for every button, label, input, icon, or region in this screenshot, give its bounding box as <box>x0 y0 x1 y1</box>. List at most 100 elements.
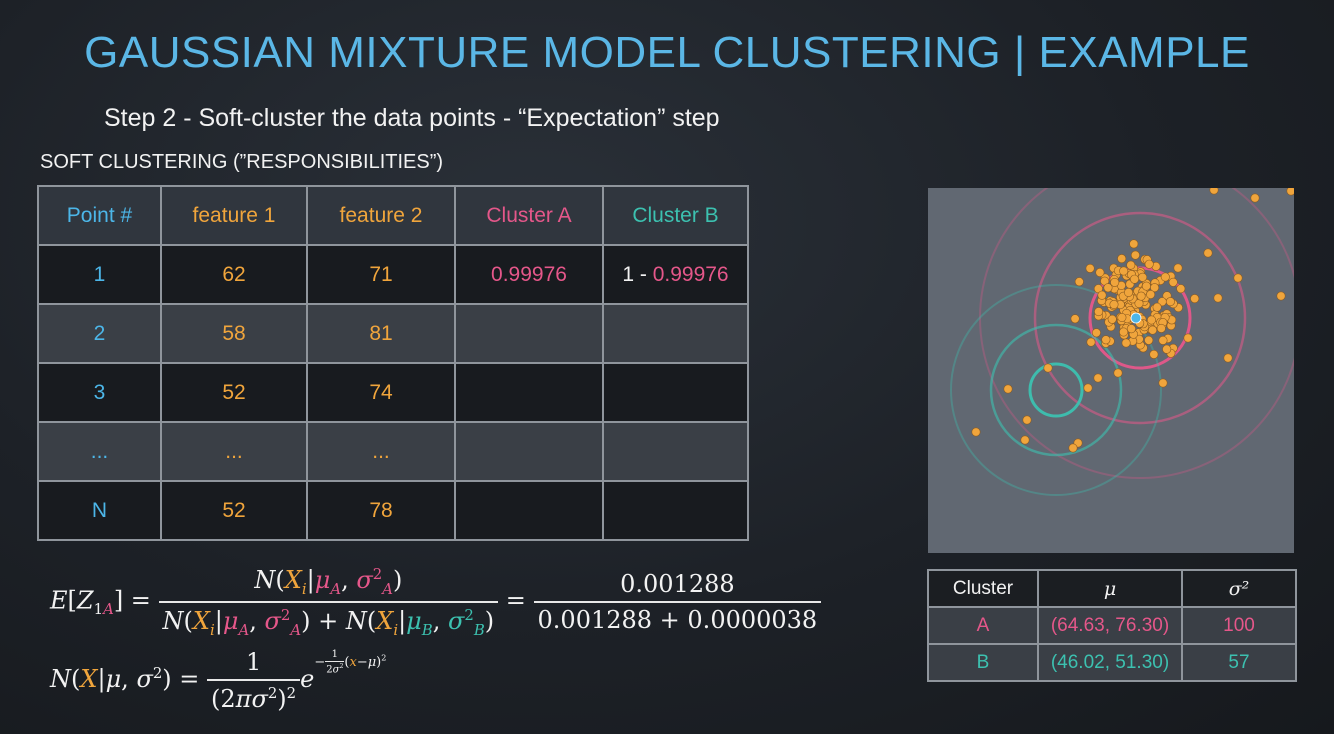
density-fraction: 1 (2πσ2)2 <box>207 648 301 713</box>
data-point <box>1176 284 1186 294</box>
step-heading: Step 2 - Soft-cluster the data points - … <box>104 104 720 132</box>
data-point <box>1085 263 1095 273</box>
numeric-denominator: 0.001288 + 0.0000038 <box>533 600 822 634</box>
feature-1-cell: 58 <box>160 303 308 364</box>
data-point <box>1022 415 1032 425</box>
expectation-formula: E[Z1A] = N(Xi|μA, σ2A) N(Xi|μA, σ2A) + N(… <box>50 565 822 639</box>
header-cluster-b: Cluster B <box>602 185 749 246</box>
params-header-sigma: σ² <box>1181 569 1297 608</box>
data-point <box>1165 297 1175 307</box>
data-point <box>1121 338 1131 348</box>
data-point <box>1149 349 1159 359</box>
data-point <box>1190 294 1200 304</box>
data-point <box>1203 248 1213 258</box>
cluster-a-cell <box>454 421 604 482</box>
header-cluster-a: Cluster A <box>454 185 604 246</box>
point-cell: 3 <box>37 362 162 423</box>
table-row: 2 58 81 <box>37 303 749 364</box>
cluster-b-prefix: 1 - <box>622 262 653 286</box>
data-point <box>1110 277 1120 287</box>
data-point <box>1093 373 1103 383</box>
table-row: 1 62 71 0.99976 1 - 0.99976 <box>37 244 749 305</box>
point-cell: N <box>37 480 162 541</box>
data-point <box>1130 250 1140 260</box>
data-point <box>1168 277 1178 287</box>
cluster-b-ring <box>989 323 1123 457</box>
feature-1-cell: 52 <box>160 480 308 541</box>
data-point <box>1173 263 1183 273</box>
data-point <box>1124 288 1134 298</box>
feature-1-cell: ... <box>160 421 308 482</box>
data-point <box>1109 300 1119 310</box>
data-point <box>1141 281 1151 291</box>
data-point <box>1152 302 1162 312</box>
params-sigma-b: 57 <box>1181 643 1297 682</box>
data-point <box>1101 335 1111 345</box>
cluster-a-ring <box>1033 211 1247 425</box>
point-cell: ... <box>37 421 162 482</box>
data-point <box>1117 254 1127 264</box>
point-cell: 1 <box>37 244 162 305</box>
header-feature-1: feature 1 <box>160 185 308 246</box>
data-point <box>1148 325 1158 335</box>
feature-1-cell: 52 <box>160 362 308 423</box>
data-point <box>1213 293 1223 303</box>
data-point <box>1117 313 1127 323</box>
scatter-svg <box>950 157 1301 496</box>
responsibilities-table: Point # feature 1 feature 2 Cluster A Cl… <box>37 185 749 541</box>
center-marker <box>1130 312 1142 324</box>
data-point <box>971 427 981 437</box>
data-point <box>1003 384 1013 394</box>
data-point <box>1091 328 1101 338</box>
feature-2-cell: 74 <box>306 362 456 423</box>
data-point <box>1147 315 1157 325</box>
data-point <box>1020 435 1030 445</box>
data-point <box>1138 272 1148 282</box>
cluster-b-ring <box>950 284 1162 496</box>
data-point <box>1074 277 1084 287</box>
data-point <box>1119 327 1129 337</box>
params-header-mu: μ <box>1037 569 1183 608</box>
cluster-b-value: 0.99976 <box>652 262 729 286</box>
data-point <box>1286 186 1296 196</box>
cluster-a-cell <box>454 480 604 541</box>
data-point <box>1130 274 1140 284</box>
data-point <box>1144 335 1154 345</box>
cluster-a-cell <box>454 303 604 364</box>
data-point <box>1136 291 1146 301</box>
table-row: 3 52 74 <box>37 362 749 423</box>
cluster-b-cell: 1 - 0.99976 <box>602 244 749 305</box>
data-point <box>1068 443 1078 453</box>
params-cluster-a: A <box>927 606 1039 645</box>
data-point <box>1094 307 1104 317</box>
cluster-b-ring <box>1028 362 1084 418</box>
feature-2-cell: 71 <box>306 244 456 305</box>
data-point <box>1107 314 1117 324</box>
cluster-b-cell <box>602 362 749 423</box>
numeric-numerator: 0.001288 <box>620 569 735 598</box>
feature-1-cell: 62 <box>160 244 308 305</box>
data-point <box>1183 333 1193 343</box>
data-point <box>1097 290 1107 300</box>
params-header-row: Cluster μ σ² <box>927 569 1297 608</box>
cluster-b-cell <box>602 303 749 364</box>
data-point <box>1223 353 1233 363</box>
params-header-cluster: Cluster <box>927 569 1039 608</box>
header-point: Point # <box>37 185 162 246</box>
data-point <box>1250 193 1260 203</box>
data-point <box>1162 344 1172 354</box>
data-point <box>1086 337 1096 347</box>
data-point <box>1103 283 1113 293</box>
cluster-a-cell: 0.99976 <box>454 244 604 305</box>
feature-2-cell: 81 <box>306 303 456 364</box>
data-point <box>1126 324 1136 334</box>
gaussian-formula: N(X|μ, σ2) = 1 (2πσ2)2 e− 1 2σ2 (x−μ)2 <box>50 648 387 713</box>
data-point <box>1156 323 1166 333</box>
point-cell: 2 <box>37 303 162 364</box>
data-point <box>1126 260 1136 270</box>
data-point <box>1129 239 1139 249</box>
data-point <box>1160 272 1170 282</box>
data-point <box>1083 383 1093 393</box>
data-point <box>1113 368 1123 378</box>
data-point <box>1144 259 1154 269</box>
